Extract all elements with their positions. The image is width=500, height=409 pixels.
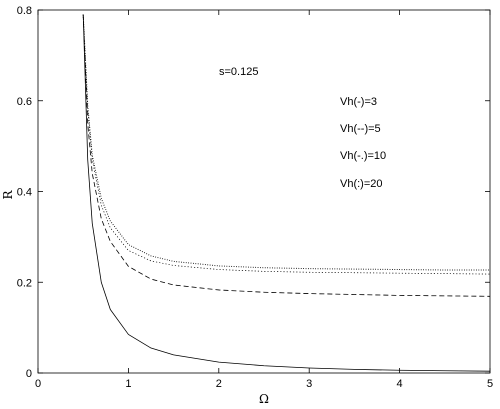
x-tick-label: 3 <box>306 378 312 390</box>
y-tick-label: 0.2 <box>17 277 32 289</box>
annotation-vh3: Vh(-)=3 <box>340 96 377 108</box>
y-tick-label: 0.4 <box>17 187 32 199</box>
series-line-solid <box>82 14 491 372</box>
curves <box>82 14 491 372</box>
x-tick-label: 5 <box>487 378 493 390</box>
x-tick-label: 0 <box>35 378 41 390</box>
x-axis-label: Ω <box>259 392 269 406</box>
annotation-vh10: Vh(-.)=10 <box>340 150 386 162</box>
ticks: 0 1 2 3 4 5 0 0.2 0.4 0.6 0.8 <box>17 5 493 390</box>
plot-frame <box>37 9 491 374</box>
series-line-dashdot <box>82 14 491 275</box>
x-tick-label: 2 <box>216 378 222 390</box>
annotation-vh5: Vh(--)=5 <box>340 123 381 135</box>
y-tick-label: 0.6 <box>17 96 32 108</box>
y-tick-label: 0.8 <box>17 5 32 17</box>
annotation-vh20: Vh(:)=20 <box>340 178 383 190</box>
x-tick-label: 4 <box>397 378 403 390</box>
series-line-dotted <box>82 14 490 271</box>
series-line-dashed <box>82 14 491 297</box>
x-tick-label: 1 <box>125 378 131 390</box>
annotation-s: s=0.125 <box>219 66 258 78</box>
y-axis-label: R <box>1 190 15 200</box>
y-tick-label: 0 <box>26 368 32 380</box>
